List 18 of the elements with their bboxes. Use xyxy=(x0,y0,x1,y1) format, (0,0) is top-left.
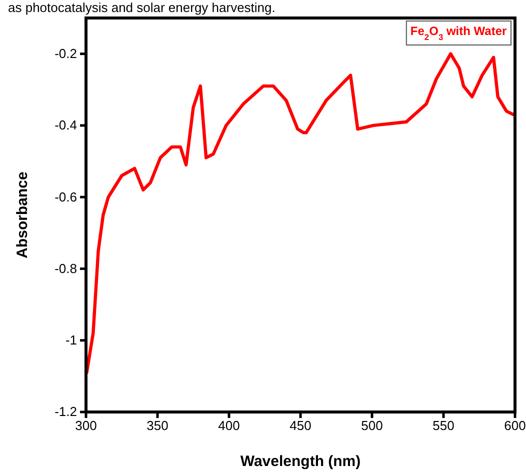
x-tick-label: 450 xyxy=(290,418,312,434)
y-tick-label: -1 xyxy=(65,332,77,348)
x-tick-label: 300 xyxy=(75,418,97,434)
x-tick-label: 350 xyxy=(146,418,168,434)
y-tick-label: -0.2 xyxy=(54,46,77,61)
x-tick-label: 550 xyxy=(432,418,454,434)
x-tick-label: 600 xyxy=(504,418,526,434)
y-tick-label: -1.2 xyxy=(54,404,77,420)
x-axis-title: Wavelength (nm) xyxy=(240,453,361,470)
y-axis-title: Absorbance xyxy=(14,172,31,258)
series-label: Fe$_{2}$O$_{3}$ with Water xyxy=(410,24,507,42)
y-tick-label: -0.4 xyxy=(54,118,77,133)
line-series xyxy=(85,52,516,374)
y-tick-label: -0.6 xyxy=(54,189,77,204)
y-tick-label: -0.8 xyxy=(54,260,77,276)
x-tick-label: 500 xyxy=(361,418,383,434)
x-tick-label: 400 xyxy=(218,418,240,434)
text: as photocatalysis and solar energy harvesting. xyxy=(8,0,276,15)
